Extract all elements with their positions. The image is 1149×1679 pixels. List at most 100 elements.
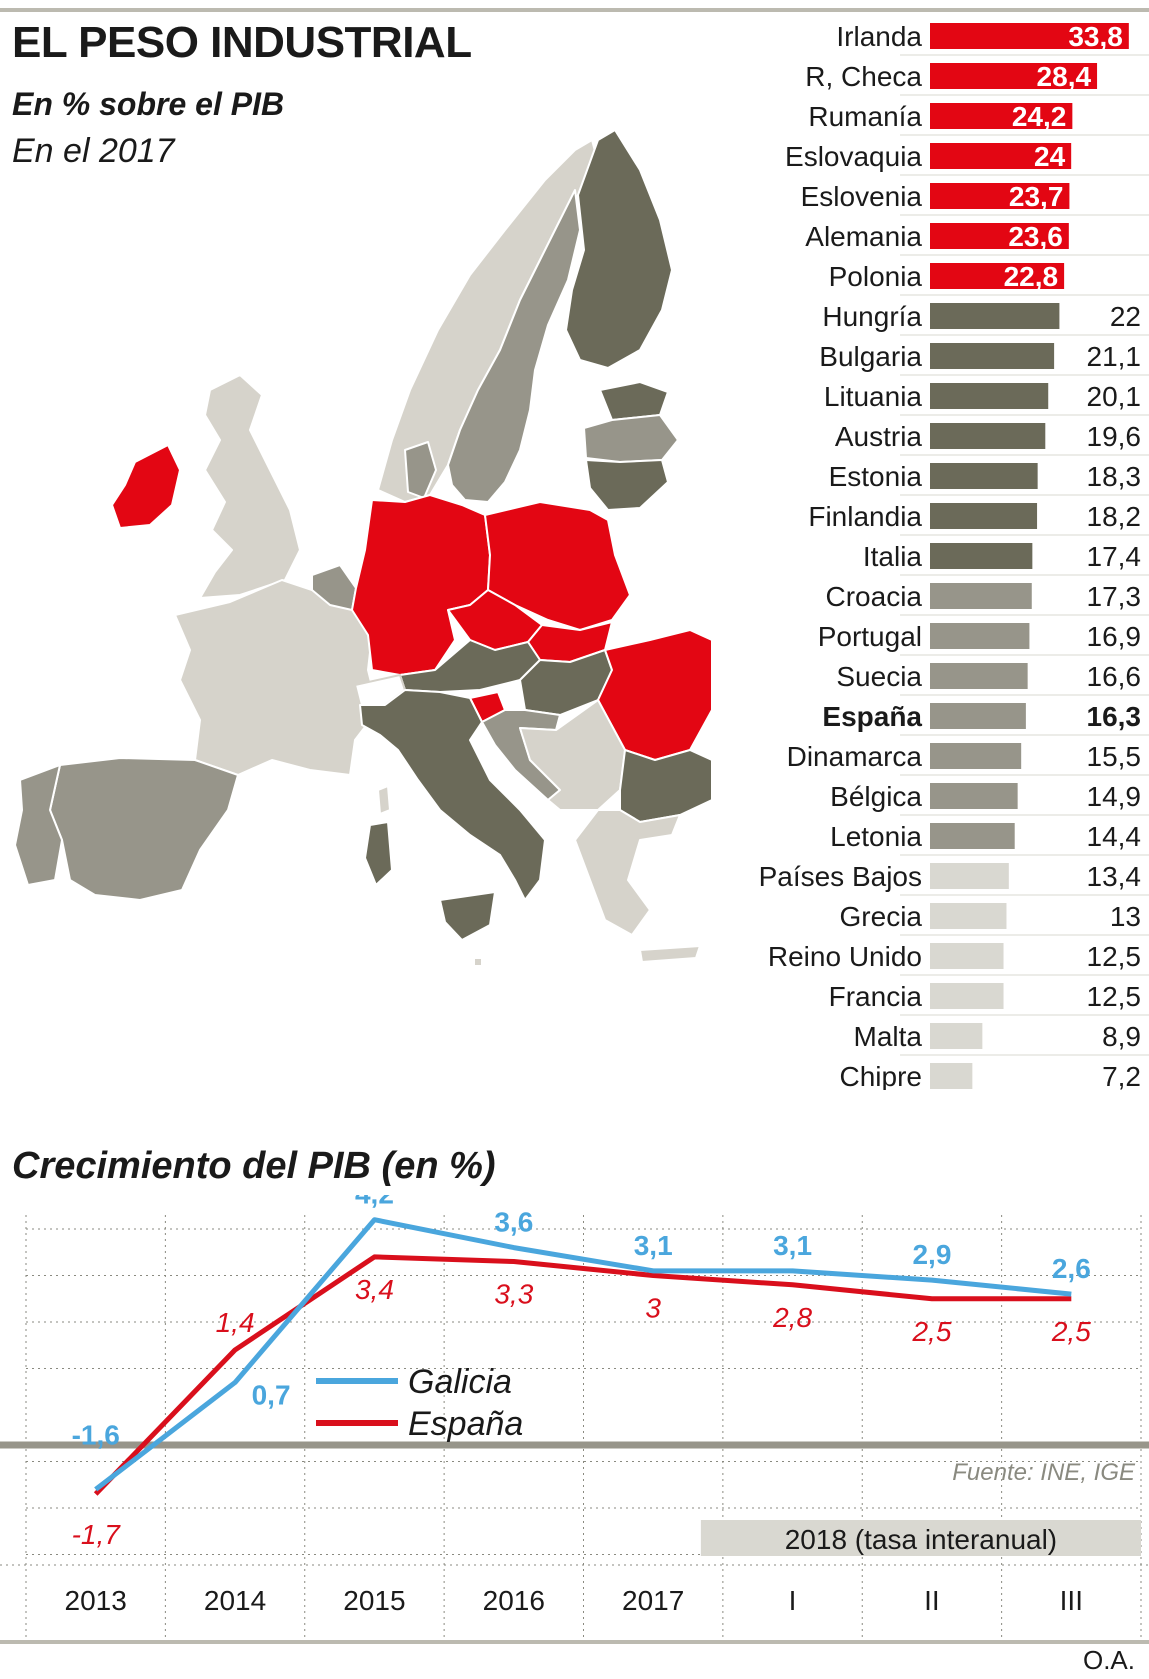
bar bbox=[930, 183, 1070, 209]
map-lithuania bbox=[585, 459, 669, 511]
bar-value-label: 17,4 bbox=[1087, 541, 1142, 572]
x-tick-label: 2015 bbox=[343, 1585, 405, 1616]
series-line-espana bbox=[93, 1254, 1072, 1496]
industry-bar-chart: Irlanda 33,8 R, Checa 28,4 Rumanía 24,2 Eslova… bbox=[759, 21, 1149, 1090]
bar bbox=[930, 1063, 973, 1089]
bar-value-label: 28,4 bbox=[1037, 61, 1092, 92]
galicia-data-label: 3,6 bbox=[494, 1207, 533, 1238]
bar bbox=[930, 823, 1015, 849]
galicia-data-label: 3,1 bbox=[634, 1230, 673, 1261]
bar-category-label: Bélgica bbox=[830, 781, 922, 812]
bar-value-label: 21,1 bbox=[1087, 341, 1142, 372]
bar-category-label: Suecia bbox=[836, 661, 922, 692]
bar bbox=[930, 623, 1030, 649]
bar-category-label: Países Bajos bbox=[759, 861, 922, 892]
bar bbox=[930, 383, 1049, 409]
galicia-data-label: 4,2 bbox=[355, 1195, 394, 1210]
series-line-galicia bbox=[94, 1217, 1072, 1492]
bar-category-label: Bulgaria bbox=[819, 341, 922, 372]
bar-value-label: 8,9 bbox=[1102, 1021, 1141, 1052]
x-tick-label: III bbox=[1060, 1585, 1083, 1616]
period-note: 2018 (tasa interanual) bbox=[785, 1524, 1057, 1555]
bar bbox=[930, 303, 1060, 329]
bar-category-label: Hungría bbox=[822, 301, 922, 332]
legend-label: España bbox=[408, 1405, 523, 1443]
map-latvia bbox=[583, 414, 679, 463]
bar-category-label: Eslovenia bbox=[801, 181, 923, 212]
bar bbox=[930, 783, 1018, 809]
bar-value-label: 16,9 bbox=[1087, 621, 1142, 652]
period-band bbox=[700, 1520, 1141, 1556]
bar-value-label: 12,5 bbox=[1087, 941, 1142, 972]
galicia-data-label: 2,6 bbox=[1052, 1253, 1091, 1284]
gdp-growth-line-chart: 2018 (tasa interanual) Fuente: INE, IGE 20… bbox=[0, 1195, 1149, 1645]
map-sardinia bbox=[364, 821, 393, 886]
bar bbox=[930, 143, 1072, 169]
bar bbox=[930, 263, 1065, 289]
bar-category-label: Reino Unido bbox=[768, 941, 922, 972]
map-france bbox=[174, 579, 379, 776]
author-credit: O.A. bbox=[1082, 1645, 1135, 1675]
bar-category-label: España bbox=[822, 701, 922, 732]
map-bulgaria bbox=[619, 749, 713, 823]
bar-value-label: 23,6 bbox=[1008, 221, 1063, 252]
bar-value-label: 7,2 bbox=[1102, 1061, 1141, 1090]
map-portugal bbox=[14, 764, 63, 886]
bar-value-label: 22,8 bbox=[1004, 261, 1059, 292]
bar bbox=[930, 1023, 983, 1049]
bar-category-label: Portugal bbox=[818, 621, 922, 652]
map-greece bbox=[574, 809, 681, 936]
espana-data-label: 3 bbox=[645, 1293, 661, 1324]
bar-category-label: R, Checa bbox=[805, 61, 922, 92]
bar-value-label: 13,4 bbox=[1087, 861, 1142, 892]
map-denmark bbox=[404, 441, 437, 499]
bar-category-label: Grecia bbox=[840, 901, 923, 932]
bar-category-label: Austria bbox=[835, 421, 923, 452]
bar bbox=[930, 983, 1004, 1009]
map-crete bbox=[639, 945, 701, 963]
espana-data-label: 1,4 bbox=[216, 1307, 255, 1338]
bar bbox=[930, 943, 1004, 969]
bar-category-label: Estonia bbox=[829, 461, 923, 492]
x-tick-label: I bbox=[789, 1585, 797, 1616]
bar bbox=[930, 543, 1033, 569]
bar bbox=[930, 223, 1069, 249]
bar-value-label: 20,1 bbox=[1087, 381, 1142, 412]
growth-chart-title: Crecimiento del PIB (en %) bbox=[12, 1145, 496, 1187]
bar-value-label: 13 bbox=[1110, 901, 1141, 932]
bar-value-label: 22 bbox=[1110, 301, 1141, 332]
bar bbox=[930, 103, 1073, 129]
bar-value-label: 24,2 bbox=[1012, 101, 1067, 132]
europe-map bbox=[14, 129, 713, 967]
espana-data-label: 2,5 bbox=[911, 1316, 951, 1347]
bar-value-label: 17,3 bbox=[1087, 581, 1142, 612]
bar bbox=[930, 663, 1028, 689]
bar-value-label: 23,7 bbox=[1009, 181, 1064, 212]
source-note: Fuente: INE, IGE bbox=[952, 1459, 1136, 1486]
page-title: EL PESO INDUSTRIAL bbox=[12, 18, 472, 67]
bar-category-label: Croacia bbox=[826, 581, 923, 612]
bar bbox=[930, 583, 1032, 609]
bar-category-label: Polonia bbox=[829, 261, 923, 292]
bar-category-label: Letonia bbox=[830, 821, 922, 852]
bar-value-label: 18,3 bbox=[1087, 461, 1142, 492]
legend-label: Galicia bbox=[408, 1363, 512, 1401]
bar-category-label: Malta bbox=[854, 1021, 923, 1052]
bar bbox=[930, 23, 1129, 49]
espana-data-label: -1,7 bbox=[72, 1519, 122, 1550]
bar-category-label: Alemania bbox=[805, 221, 922, 252]
bar bbox=[930, 463, 1038, 489]
bar-value-label: 16,6 bbox=[1087, 661, 1142, 692]
galicia-data-label: -1,6 bbox=[72, 1419, 120, 1450]
bar-value-label: 14,4 bbox=[1087, 821, 1142, 852]
bar bbox=[930, 343, 1055, 369]
bar-category-label: Dinamarca bbox=[787, 741, 923, 772]
bar-category-label: Francia bbox=[829, 981, 923, 1012]
bar-category-label: Eslovaquia bbox=[785, 141, 922, 172]
map-finland bbox=[565, 129, 673, 369]
bar bbox=[930, 423, 1046, 449]
bar-value-label: 14,9 bbox=[1087, 781, 1142, 812]
map-malta bbox=[473, 957, 483, 967]
espana-data-label: 2,8 bbox=[772, 1302, 812, 1333]
x-tick-label: 2013 bbox=[65, 1585, 127, 1616]
